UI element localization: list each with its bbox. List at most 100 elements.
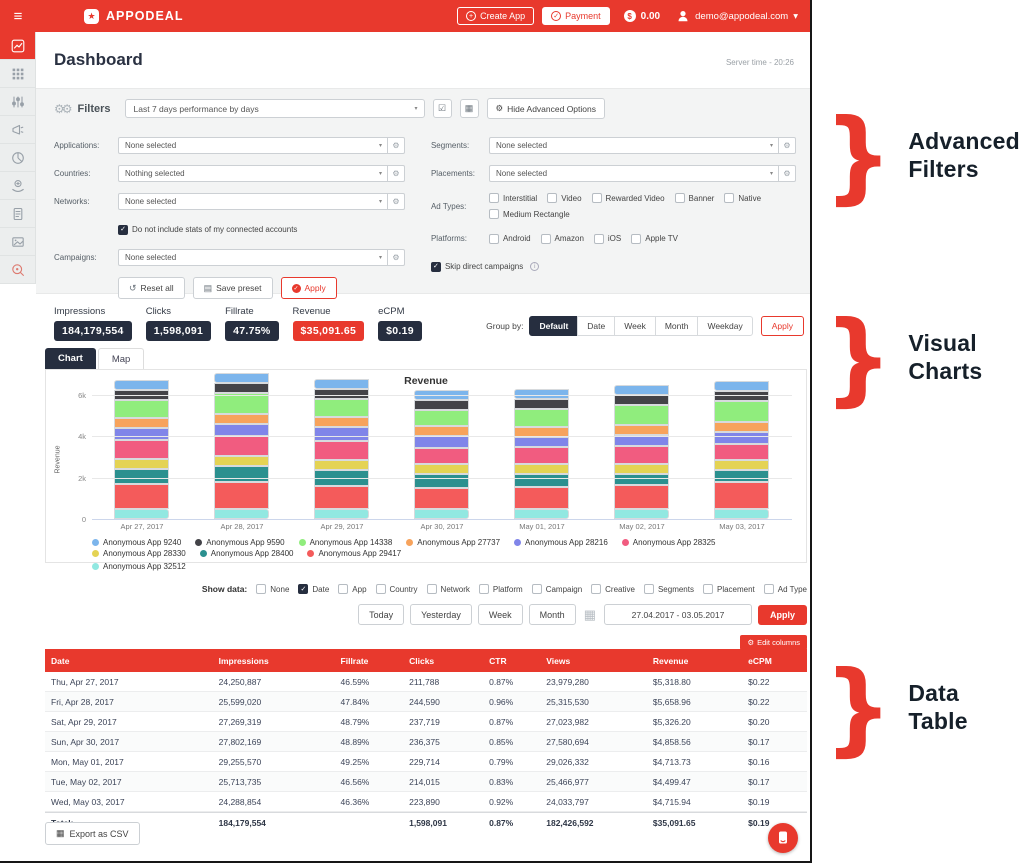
stat-value-badge[interactable]: 47.75% [225,321,279,341]
checkbox[interactable] [674,193,685,203]
balance[interactable]: $ 0.00 [623,10,660,22]
date-quick-month[interactable]: Month [528,604,576,625]
gear-icon[interactable]: ⚙ [387,165,405,182]
reset-all-button[interactable]: ↺ Reset all [118,277,185,299]
table-row[interactable]: Wed, May 03, 2017 24,288,854 46.36% 223,890… [45,792,807,812]
checkbox-item[interactable]: Medium Rectangle [488,209,570,219]
calendar-icon[interactable]: ▦ [583,606,596,622]
group-by-option-default[interactable]: Default [529,316,579,336]
gear-icon[interactable]: ⚙ [387,137,405,154]
checkbox[interactable] [531,584,542,594]
checkbox-item[interactable]: Apple TV [631,233,678,244]
header-cell[interactable]: Clicks [409,655,435,666]
sidebar-item-apps[interactable] [0,60,35,88]
group-by-option-month[interactable]: Month [654,316,699,336]
sidebar-item-documents[interactable] [0,200,35,228]
group-by-apply-button[interactable]: Apply [760,316,804,336]
checkbox-item[interactable]: iOS [593,233,621,244]
checkbox[interactable] [591,584,602,594]
checkbox[interactable] [488,193,499,203]
sidebar-item-settings[interactable] [0,88,35,116]
gear-icon[interactable]: ⚙ [779,137,796,154]
stat-value-badge[interactable]: 184,179,554 [54,321,132,341]
stat-value-badge[interactable]: $35,091.65 [292,321,365,341]
chat-widget-button[interactable] [768,823,798,853]
table-row[interactable]: Tue, May 02, 2017 25,713,735 46.56% 214,015… [45,772,807,792]
edit-columns-button[interactable]: ⚙ Edit columns [740,635,807,650]
payment-button[interactable]: ✓ Payment [542,7,610,25]
export-csv-button[interactable]: ▦ Export as CSV [45,822,140,845]
legend-item[interactable]: Anonymous App 28330 [92,549,186,558]
checkbox-item[interactable]: Interstitial [488,193,537,203]
apply-filters-button[interactable]: ✓ Apply [280,277,337,299]
stacked-bar[interactable] [314,379,369,519]
table-row[interactable]: Sat, Apr 29, 2017 27,269,319 48.79% 237,719… [45,712,807,732]
legend-item[interactable]: Anonymous App 28216 [514,538,608,547]
connected-accounts-checkbox[interactable]: ✓ Do not include stats of my connected a… [118,224,297,235]
date-quick-today[interactable]: Today [358,604,405,625]
campaigns-select[interactable]: None selected ▾ [118,249,388,266]
checkbox[interactable] [375,584,386,594]
checkbox[interactable] [591,193,602,203]
gear-icon[interactable]: ⚙ [779,165,796,182]
stat-value-badge[interactable]: $0.19 [378,321,422,341]
gear-icon[interactable]: ⚙ [387,193,405,210]
account-menu[interactable]: demo@appodeal.com ▾ [676,9,798,23]
checkbox[interactable] [643,584,654,594]
skip-direct-checkbox[interactable]: ✓ Skip direct campaigns i [430,261,540,272]
checkbox[interactable] [724,193,735,203]
sidebar-item-dashboard[interactable] [0,32,35,60]
networks-select[interactable]: None selected ▾ [118,193,388,210]
checkbox[interactable] [478,584,489,594]
date-quick-yesterday[interactable]: Yesterday [410,604,472,625]
legend-item[interactable]: Anonymous App 32512 [92,562,186,571]
hide-advanced-options-button[interactable]: ⚙ Hide Advanced Options [486,98,605,119]
checkbox[interactable] [488,233,499,244]
checkbox-item[interactable]: App [338,584,367,594]
checkbox-checked-icon[interactable]: ✓ [118,224,128,235]
checkbox[interactable] [763,584,774,594]
checkbox-item[interactable]: Country [375,584,418,594]
header-cell[interactable]: Fillrate [340,655,369,666]
checkbox-item[interactable]: Video [547,193,582,203]
checkbox-item[interactable]: ✓ Date [298,584,329,594]
date-quick-week[interactable]: Week [477,604,523,625]
group-by-option-weekday[interactable]: Weekday [697,316,753,336]
sidebar-item-payouts[interactable] [0,172,35,200]
checkbox-item[interactable]: Campaign [531,584,582,594]
legend-item[interactable]: Anonymous App 14338 [298,538,392,547]
stacked-bar[interactable] [414,390,469,519]
checkbox[interactable] [488,209,499,219]
table-row[interactable]: Mon, May 01, 2017 29,255,570 49.25% 229,714… [45,752,807,772]
save-preset-button[interactable]: ▤ Save preset [192,277,273,299]
group-by-option-week[interactable]: Week [614,316,656,336]
preset-calendar-button[interactable]: ▦ [459,99,479,118]
legend-item[interactable]: Anonymous App 28325 [621,538,716,547]
stacked-bar[interactable] [614,385,669,519]
legend-item[interactable]: Anonymous App 28400 [199,549,293,558]
brand-logo[interactable]: ★ APPODEAL [84,8,183,24]
tab-chart[interactable]: Chart [45,348,96,370]
sidebar-item-inspector[interactable] [0,256,35,284]
stacked-bar[interactable] [114,380,169,519]
hamburger-menu-icon[interactable]: ≡ [13,7,23,25]
checkbox-item[interactable]: Rewarded Video [591,193,665,203]
stacked-bar[interactable] [214,372,269,519]
sidebar-item-creatives[interactable] [0,228,35,256]
table-row[interactable]: Fri, Apr 28, 2017 25,599,020 47.84% 244,590… [45,692,807,712]
legend-item[interactable]: Anonymous App 9590 [195,538,285,547]
stacked-bar[interactable] [714,381,769,519]
date-apply-button[interactable]: Apply [757,604,807,625]
checkbox[interactable] [426,584,437,594]
checkbox-item[interactable]: Segments [643,584,694,594]
checkbox-item[interactable]: Amazon [540,233,584,244]
group-by-option-date[interactable]: Date [577,316,616,336]
table-row[interactable]: Thu, Apr 27, 2017 24,250,887 46.59% 211,788… [45,672,807,692]
checkbox-item[interactable]: Network [426,584,470,594]
checkbox-item[interactable]: Placement [702,584,755,594]
placements-select[interactable]: None selected ▾ [488,165,779,182]
checkbox-item[interactable]: None [256,584,289,594]
checkbox-item[interactable]: Native [724,193,761,203]
header-cell[interactable]: Revenue [652,655,689,666]
create-app-button[interactable]: + Create App [457,7,535,25]
